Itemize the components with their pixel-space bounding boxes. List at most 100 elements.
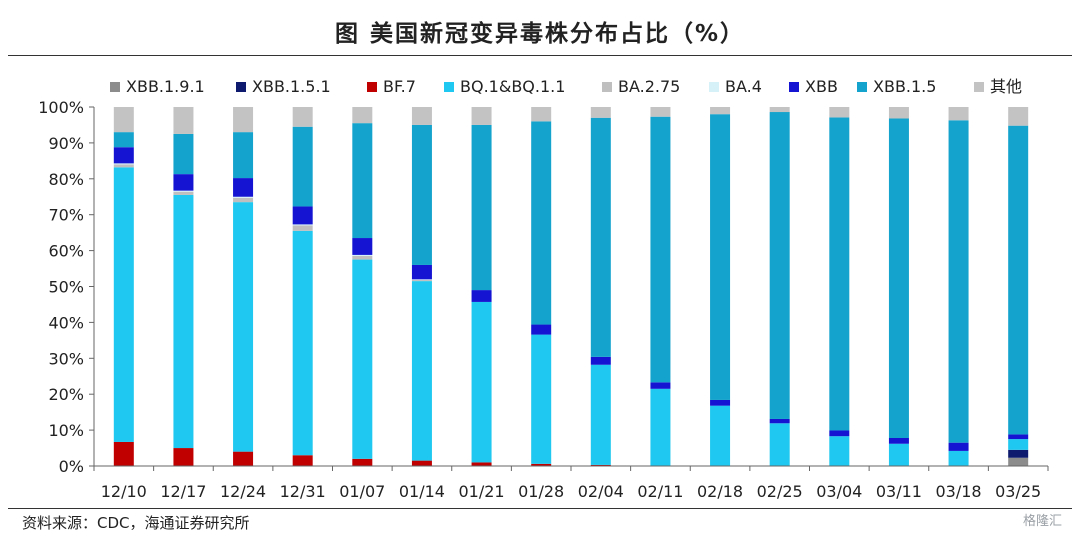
bar-segment <box>233 197 254 203</box>
bar-segment <box>471 124 492 291</box>
bar-segment <box>173 190 194 192</box>
bar-segment <box>471 462 492 466</box>
bar-stack <box>113 107 134 466</box>
x-tick-label: 03/25 <box>995 482 1041 501</box>
legend-label: XBB.1.5 <box>873 77 936 96</box>
bar-segment <box>829 107 850 118</box>
legend-swatch <box>367 82 377 92</box>
bar-segment <box>113 107 134 133</box>
bar-stack <box>531 107 552 466</box>
bar-segment <box>590 356 611 365</box>
bar-stack <box>948 107 969 466</box>
bar-segment <box>411 279 432 281</box>
bar-segment <box>173 448 194 466</box>
bar-segment <box>710 107 731 115</box>
bar-segment <box>710 405 731 466</box>
bar-segment <box>471 107 492 125</box>
source-divider <box>8 508 1072 509</box>
bar-segment <box>173 174 194 191</box>
title-divider <box>8 55 1072 56</box>
bar-segment <box>710 399 731 406</box>
legend-label: BA.2.75 <box>618 77 680 96</box>
legend-swatch <box>602 82 612 92</box>
bar-stack <box>233 107 254 466</box>
legend-item: XBB.1.5.1 <box>236 77 331 96</box>
bar-segment <box>1008 434 1029 440</box>
legend-label: 其他 <box>990 77 1022 96</box>
x-axis: 12/10 12/17 12/24 12/31 01/07 01/14 01/21 01/28… <box>93 465 1049 501</box>
x-tick-label: 01/07 <box>339 482 385 501</box>
legend-item: XBB.1.9.1 <box>110 77 205 96</box>
bar-segment <box>173 194 194 449</box>
bar-segment <box>769 418 790 424</box>
legend-label: BA.4 <box>725 77 762 96</box>
x-tick-label: 12/17 <box>160 482 206 501</box>
bar-segment <box>173 191 194 195</box>
legend-swatch <box>974 82 984 92</box>
bar-segment <box>292 206 313 225</box>
bar-segment <box>411 281 432 461</box>
bar-segment <box>948 120 969 443</box>
bar-stack <box>829 107 850 466</box>
bar-segment <box>829 436 850 466</box>
bar-segment <box>769 112 790 419</box>
bar-segment <box>769 423 790 466</box>
bar-segment <box>888 443 909 466</box>
bar-segment <box>829 430 850 437</box>
bar-segment <box>113 163 134 165</box>
bar-segment <box>173 133 194 175</box>
legend-item: BA.4 <box>709 77 762 96</box>
bar-segment <box>948 450 969 466</box>
y-tick-label: 20% <box>48 385 84 404</box>
x-tick-label: 02/04 <box>578 482 624 501</box>
bar-segment <box>531 463 552 466</box>
legend-label: XBB <box>805 77 838 96</box>
bar-segment <box>531 121 552 325</box>
bar-segment <box>650 388 671 466</box>
bar-segment <box>113 164 134 168</box>
y-tick-label: 10% <box>48 421 84 440</box>
bar-segment <box>888 118 909 438</box>
bar-segment <box>352 123 373 239</box>
bar-series <box>113 107 1029 466</box>
bar-segment <box>650 382 671 389</box>
bar-segment <box>769 107 790 113</box>
bar-segment <box>113 147 134 164</box>
bar-stack <box>888 107 909 466</box>
y-tick-label: 90% <box>48 134 84 153</box>
stacked-bar-chart: XBB.1.9.1 XBB.1.5.1 BF.7 BQ.1&BQ.1.1 BA.2.75… <box>38 77 1049 501</box>
bar-stack <box>471 107 492 466</box>
legend-label: BQ.1&BQ.1.1 <box>460 77 565 96</box>
bar-segment <box>710 114 731 400</box>
y-tick-label: 30% <box>48 349 84 368</box>
y-tick-label: 50% <box>48 278 84 297</box>
x-tick-label: 02/25 <box>757 482 803 501</box>
bar-segment <box>352 259 373 459</box>
bar-segment <box>411 264 432 280</box>
bar-segment <box>411 460 432 466</box>
bar-segment <box>292 230 313 456</box>
bar-stack <box>769 107 790 466</box>
bar-segment <box>292 107 313 127</box>
x-tick-label: 12/10 <box>101 482 147 501</box>
bar-segment <box>590 117 611 357</box>
bar-segment <box>590 464 611 466</box>
bar-segment <box>173 107 194 134</box>
y-axis: 0% 10% 20% 30% 40% 50% 60% 70% 80% 90% 100% <box>38 98 95 476</box>
bar-segment <box>352 238 373 255</box>
y-tick-label: 70% <box>48 206 84 225</box>
x-tick-label: 01/14 <box>399 482 445 501</box>
bar-segment <box>113 441 134 466</box>
bar-segment <box>1008 125 1029 435</box>
bar-segment <box>292 224 313 226</box>
source-note: 资料来源：CDC，海通证券研究所 <box>22 514 250 532</box>
x-tick-label: 02/11 <box>637 482 683 501</box>
bar-segment <box>531 334 552 464</box>
x-tick-label: 12/24 <box>220 482 266 501</box>
legend-swatch <box>709 82 719 92</box>
legend-item: 其他 <box>974 77 1022 96</box>
bar-segment <box>292 455 313 466</box>
bar-segment <box>233 178 254 197</box>
bar-segment <box>590 107 611 118</box>
bar-segment <box>233 202 254 452</box>
